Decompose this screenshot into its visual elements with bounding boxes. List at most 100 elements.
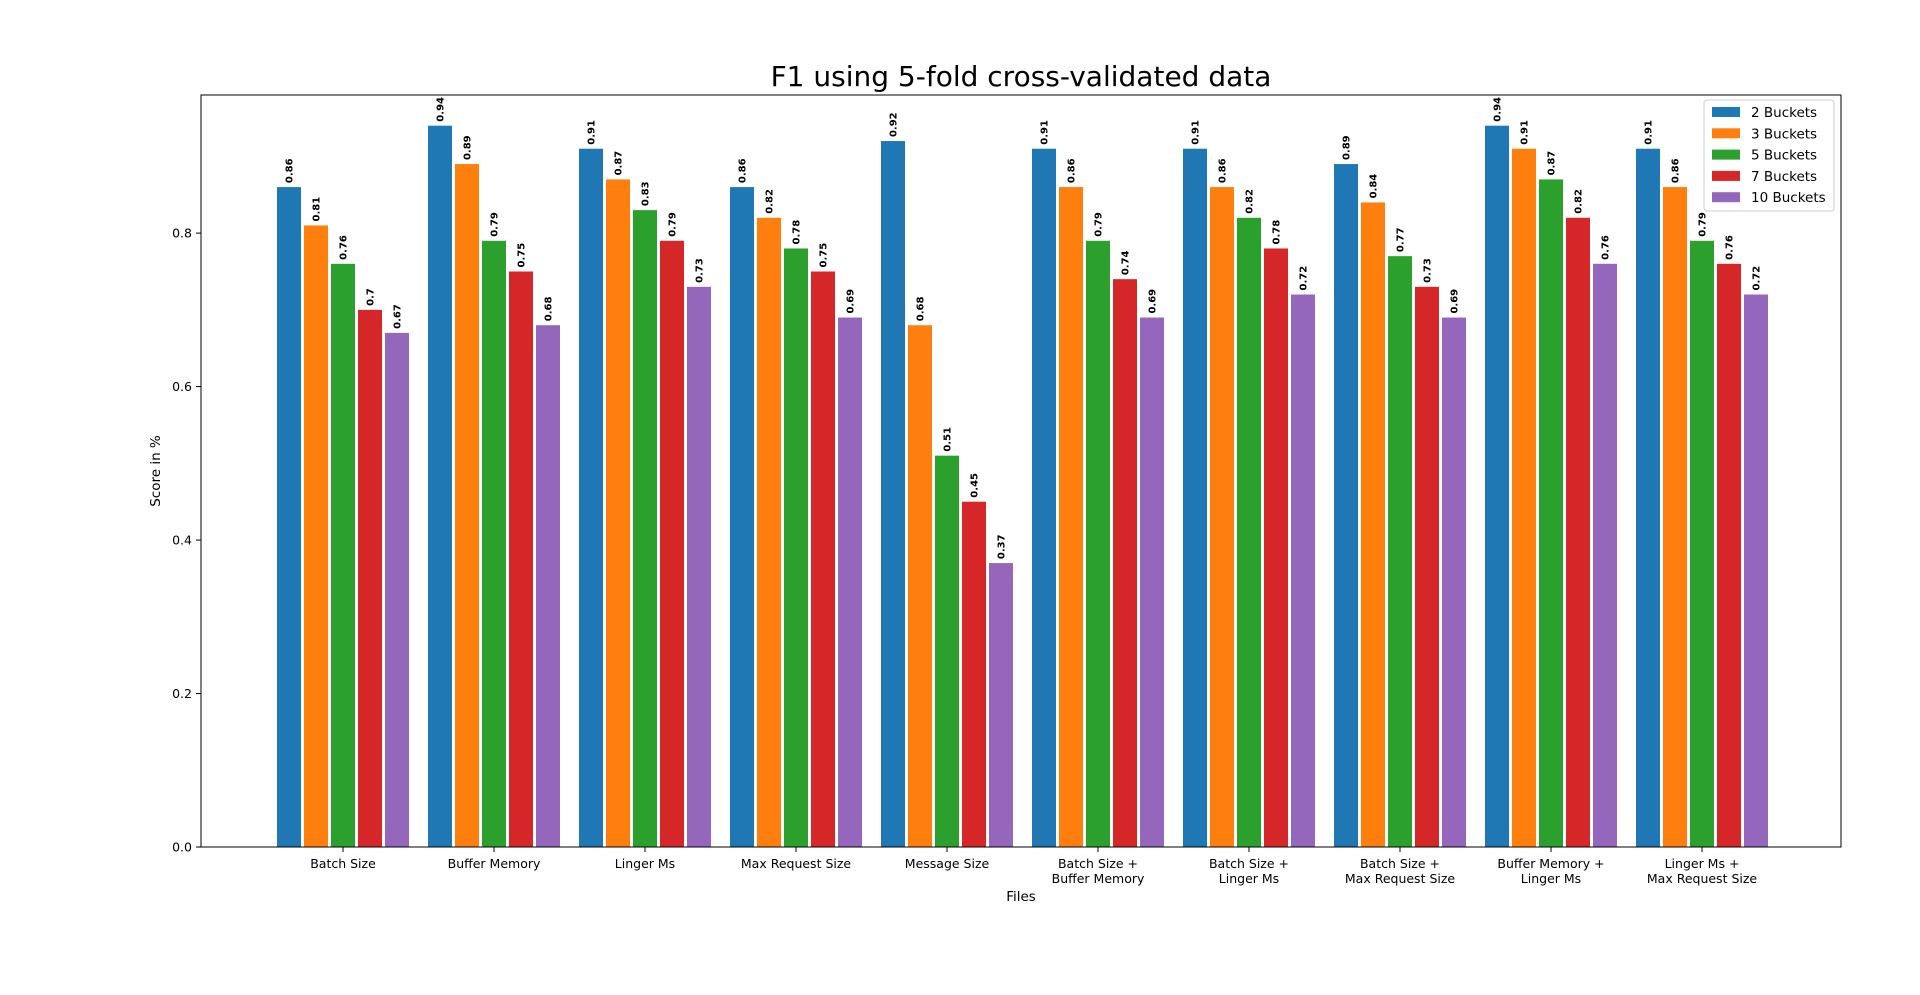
x-tick-label: Max Request Size — [1647, 871, 1758, 886]
x-tick-label: Linger Ms — [615, 856, 675, 871]
bars-layer — [277, 125, 1768, 848]
bar-value-label: 0.91 — [1520, 120, 1531, 145]
bar-value-label: 0.78 — [792, 220, 803, 245]
x-tick-label: Max Request Size — [741, 856, 852, 871]
bar-value-label: 0.51 — [943, 427, 954, 452]
bar-value-label: 0.86 — [1218, 158, 1229, 183]
bar-value-label: 0.73 — [695, 258, 706, 283]
bar-value-label: 0.75 — [517, 243, 528, 268]
bar-value-label: 0.91 — [1191, 120, 1202, 145]
bar-3-6 — [1086, 240, 1110, 848]
x-tick-label: Linger Ms — [1521, 871, 1581, 886]
legend-swatch — [1712, 128, 1740, 139]
legend-entry-label: 10 Buckets — [1751, 190, 1826, 206]
bar-1-5 — [881, 141, 905, 847]
x-tick-label: Buffer Memory — [448, 856, 541, 871]
x-tick-label: Batch Size + — [1058, 856, 1138, 871]
y-axis: 0.0 0.2 0.4 0.6 0.8 — [172, 226, 201, 855]
legend-swatch — [1712, 149, 1740, 160]
bar-value-label: 0.94 — [436, 97, 447, 122]
bar-2-7 — [1210, 187, 1234, 847]
bar-2-2 — [455, 164, 479, 847]
bar-5-4 — [838, 317, 862, 847]
bar-value-label: 0.74 — [1121, 250, 1132, 275]
bar-value-label: 0.79 — [1094, 212, 1105, 237]
bar-value-label: 0.86 — [285, 158, 296, 183]
bar-2-9 — [1512, 148, 1536, 847]
bar-value-label: 0.82 — [765, 189, 776, 214]
y-tick-label: 0.6 — [172, 379, 192, 394]
y-tick-label: 0.0 — [172, 840, 192, 855]
legend-entry-label: 2 Buckets — [1751, 105, 1817, 121]
bar-2-1 — [304, 225, 328, 847]
bar-value-label: 0.67 — [393, 304, 404, 329]
bar-5-2 — [536, 325, 560, 847]
bar-value-label: 0.82 — [1245, 189, 1256, 214]
bar-1-3 — [579, 148, 603, 847]
x-tick-label: Message Size — [905, 856, 990, 871]
bar-2-5 — [908, 325, 932, 847]
bar-4-2 — [509, 271, 533, 847]
bar-3-2 — [482, 240, 506, 848]
legend-entry-label: 7 Buckets — [1751, 169, 1817, 185]
bar-value-label: 0.86 — [738, 158, 749, 183]
x-tick-label: Linger Ms + — [1665, 856, 1740, 871]
bar-value-label: 0.72 — [1752, 266, 1763, 291]
bar-value-label: 0.76 — [1601, 235, 1612, 260]
bar-5-7 — [1291, 294, 1315, 847]
bar-value-label: 0.82 — [1574, 189, 1585, 214]
bar-3-3 — [633, 210, 657, 847]
bar-value-label: 0.91 — [1644, 120, 1655, 145]
bar-value-label: 0.69 — [1450, 289, 1461, 314]
bar-value-label: 0.72 — [1299, 266, 1310, 291]
bar-4-1 — [358, 309, 382, 847]
bar-1-4 — [730, 187, 754, 847]
bar-5-5 — [989, 563, 1013, 847]
bar-value-label: 0.77 — [1396, 227, 1407, 252]
bar-5-8 — [1442, 317, 1466, 847]
bar-value-label: 0.69 — [846, 289, 857, 314]
bar-3-1 — [331, 263, 355, 848]
bar-value-label: 0.84 — [1369, 174, 1380, 199]
bar-value-label: 0.68 — [544, 296, 555, 321]
y-tick-label: 0.4 — [172, 533, 192, 548]
bar-value-label: 0.87 — [1547, 151, 1558, 176]
legend: 2 Buckets 3 Buckets 5 Buckets 7 Buckets 10 B… — [1703, 99, 1835, 212]
bar-5-3 — [687, 286, 711, 847]
legend-entry-label: 3 Buckets — [1751, 126, 1817, 142]
bar-1-6 — [1032, 148, 1056, 847]
bar-value-label: 0.89 — [1342, 135, 1353, 160]
bar-2-3 — [606, 179, 630, 848]
bar-value-label: 0.92 — [889, 112, 900, 137]
bar-value-label: 0.89 — [463, 135, 474, 160]
legend-swatch — [1712, 192, 1740, 203]
bar-1-8 — [1334, 164, 1358, 847]
bar-3-9 — [1539, 179, 1563, 848]
bar-1-9 — [1485, 125, 1509, 848]
x-tick-label: Batch Size + — [1360, 856, 1440, 871]
bar-2-6 — [1059, 187, 1083, 847]
bar-value-label: 0.78 — [1272, 220, 1283, 245]
bar-value-label: 0.91 — [587, 120, 598, 145]
x-tick-label: Batch Size + — [1209, 856, 1289, 871]
bar-5-10 — [1744, 294, 1768, 847]
bar-value-label: 0.79 — [490, 212, 501, 237]
bar-5-6 — [1140, 317, 1164, 847]
y-tick-label: 0.2 — [172, 686, 192, 701]
bar-value-label: 0.69 — [1148, 289, 1159, 314]
bar-value-label: 0.94 — [1493, 97, 1504, 122]
bar-4-8 — [1415, 286, 1439, 847]
bar-value-label: 0.81 — [312, 197, 323, 222]
plot-area-frame — [200, 94, 1842, 848]
bar-1-1 — [277, 187, 301, 847]
bar-value-label: 0.76 — [339, 235, 350, 260]
bar-4-10 — [1717, 263, 1741, 848]
y-tick-label: 0.8 — [172, 226, 192, 241]
bar-2-4 — [757, 217, 781, 847]
bar-5-1 — [385, 332, 409, 847]
y-axis-title: Score in % — [148, 435, 164, 507]
legend-frame — [1703, 99, 1835, 212]
x-tick-label: Linger Ms — [1219, 871, 1279, 886]
